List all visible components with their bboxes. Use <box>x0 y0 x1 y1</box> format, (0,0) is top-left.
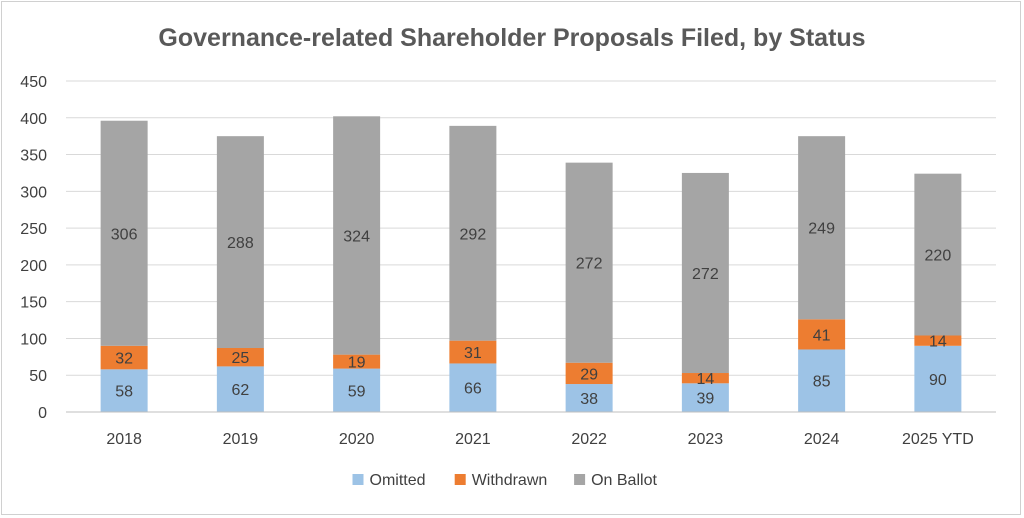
data-label: 29 <box>580 366 598 383</box>
data-label: 14 <box>696 371 714 388</box>
bar-segment <box>100 120 148 346</box>
data-label: 25 <box>231 350 249 367</box>
x-tick-label: 2020 <box>339 431 375 448</box>
bar-segment <box>914 345 962 412</box>
data-label: 272 <box>692 266 719 283</box>
data-label: 85 <box>813 374 831 391</box>
legend-item: Omitted <box>352 472 426 489</box>
bar-segment <box>798 136 846 320</box>
y-tick-label: 400 <box>20 111 47 128</box>
chart-title: Governance-related Shareholder Proposals… <box>158 24 865 52</box>
bar-segment <box>565 362 613 385</box>
x-tick-label: 2025 YTD <box>902 431 974 448</box>
bar-segment <box>449 340 497 364</box>
y-tick-label: 0 <box>38 405 47 422</box>
data-label: 220 <box>925 248 952 265</box>
data-label: 288 <box>227 235 254 252</box>
bar-segment <box>333 368 381 412</box>
bar-segment <box>100 369 148 412</box>
data-label: 39 <box>696 391 714 408</box>
legend-swatch <box>574 474 586 485</box>
bar-segment <box>216 348 264 367</box>
x-tick-label: 2022 <box>571 431 607 448</box>
legend-swatch <box>454 474 466 485</box>
y-tick-label: 450 <box>20 74 47 91</box>
data-label: 31 <box>464 345 482 362</box>
y-axis: 0 50 100 150 200 250 300 350 400 450 <box>20 74 47 422</box>
data-label: 58 <box>115 384 133 401</box>
bar-segment <box>333 116 381 355</box>
data-label: 62 <box>231 382 249 399</box>
legend: Omitted Withdrawn On Ballot <box>352 472 657 489</box>
legend-label: On Ballot <box>591 472 657 489</box>
y-tick-label: 100 <box>20 331 47 348</box>
data-label: 32 <box>115 351 133 368</box>
y-tick-label: 300 <box>20 184 47 201</box>
bar-segment <box>216 366 264 412</box>
data-label: 66 <box>464 381 482 398</box>
bar-segment <box>449 363 497 412</box>
data-label: 249 <box>808 221 835 238</box>
bar-segment <box>914 173 962 336</box>
bar-segment <box>565 162 613 363</box>
bar-segment <box>798 319 846 350</box>
x-tick-label: 2023 <box>688 431 724 448</box>
data-label: 59 <box>348 383 366 400</box>
bar-segment <box>681 373 729 384</box>
bars: 58 32 306 62 25 288 59 19 324 66 31 292 38 29 272 39 14 2… <box>100 116 962 412</box>
data-label: 90 <box>929 372 947 389</box>
data-label: 41 <box>813 327 831 344</box>
bar-segment <box>565 384 613 412</box>
data-label: 306 <box>111 226 138 243</box>
bar-segment <box>681 383 729 412</box>
data-label: 324 <box>343 228 370 245</box>
gridlines <box>66 80 996 413</box>
legend-label: Omitted <box>370 472 426 489</box>
x-tick-label: 2024 <box>804 431 840 448</box>
data-label: 272 <box>576 256 603 273</box>
data-label: 14 <box>929 334 947 351</box>
y-tick-label: 200 <box>20 258 47 275</box>
x-tick-label: 2019 <box>223 431 259 448</box>
bar-segment <box>100 345 148 370</box>
x-axis: 2018 2019 2020 2021 2022 2023 2024 2025 YTD <box>66 411 996 448</box>
y-tick-label: 50 <box>29 368 47 385</box>
y-tick-label: 150 <box>20 295 47 312</box>
bar-segment <box>449 125 497 341</box>
bar-segment <box>798 349 846 412</box>
x-tick-label: 2018 <box>106 431 142 448</box>
legend-item: Withdrawn <box>454 472 548 489</box>
data-label: 38 <box>580 391 598 408</box>
x-tick-label: 2021 <box>455 431 491 448</box>
y-tick-label: 350 <box>20 148 47 165</box>
bar-segment <box>333 354 381 369</box>
legend-item: On Ballot <box>574 472 657 489</box>
legend-swatch <box>352 474 364 485</box>
legend-label: Withdrawn <box>472 472 548 489</box>
bar-segment <box>681 172 729 374</box>
data-label: 19 <box>348 355 366 372</box>
y-tick-label: 250 <box>20 221 47 238</box>
bar-segment <box>914 335 962 346</box>
data-label: 292 <box>460 226 487 243</box>
bar-segment <box>216 136 264 349</box>
